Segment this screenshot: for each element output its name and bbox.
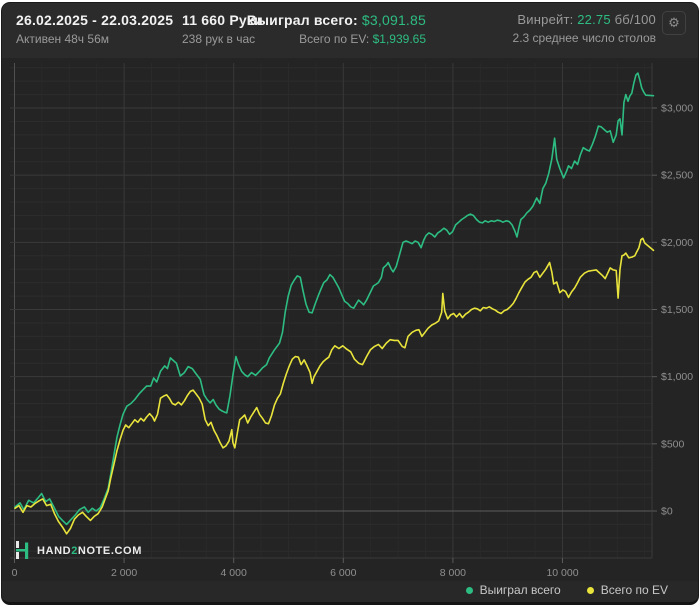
date-range-block: 26.02.2025 - 22.03.2025 Активен 48ч 56м: [16, 12, 173, 46]
svg-text:$500: $500: [661, 438, 685, 450]
hand2note-logo-icon: [16, 541, 29, 559]
svg-text:0: 0: [12, 567, 18, 579]
svg-text:6 000: 6 000: [330, 567, 356, 579]
svg-text:8 000: 8 000: [440, 567, 466, 579]
stats-header: 26.02.2025 - 22.03.2025 Активен 48ч 56м …: [2, 3, 698, 58]
hand2note-logo[interactable]: HAND2NOTE.COM: [16, 541, 142, 560]
legend-dot-ev-icon: [586, 586, 594, 594]
svg-text:$1,000: $1,000: [661, 371, 693, 383]
svg-text:$2,500: $2,500: [661, 170, 693, 182]
won-value: $3,091.85: [361, 12, 426, 28]
ev-value: $1,939.65: [372, 32, 426, 46]
svg-text:10 000: 10 000: [546, 567, 578, 579]
legend-item-ev[interactable]: Всего по EV: [586, 583, 668, 597]
winrate-label: Винрейт:: [517, 12, 574, 27]
active-time: Активен 48ч 56м: [16, 32, 109, 46]
legend-label-won: Выиграл всего: [479, 583, 561, 597]
avg-tables: 2.3 среднее число столов: [512, 31, 656, 45]
hands-per-hour: 238 рук в час: [182, 32, 256, 46]
winnings-block: Выиграл всего: $3,091.85 Всего по EV: $1…: [247, 12, 426, 46]
hands-block: 11 660 Руки 238 рук в час: [182, 12, 263, 46]
legend-label-ev: Всего по EV: [600, 583, 668, 597]
svg-text:$2,000: $2,000: [661, 237, 693, 249]
hands-total: 11 660 Руки: [182, 12, 263, 28]
logo-text: HAND2NOTE.COM: [37, 544, 142, 557]
chart-area: $0 $500 $1,000 $1,500 $2,000 $2,500 $3,000 0 2 0…: [2, 58, 699, 581]
chart-legend: Выиграл всего Всего по EV: [465, 583, 668, 597]
svg-text:$1,500: $1,500: [661, 304, 693, 316]
winrate-block: Винрейт: 22.75 бб/100 2.3 среднее число …: [513, 12, 656, 45]
ev-label: Всего по EV:: [299, 32, 370, 46]
svg-text:$3,000: $3,000: [661, 103, 693, 115]
gear-icon: ⚙: [668, 15, 680, 30]
winrate-value: 22.75: [577, 12, 611, 27]
winnings-line-chart[interactable]: $0 $500 $1,000 $1,500 $2,000 $2,500 $3,000 0 2 0…: [2, 58, 699, 581]
won-label: Выиграл всего:: [246, 12, 358, 28]
settings-button[interactable]: ⚙: [662, 11, 686, 35]
legend-dot-won-icon: [465, 586, 473, 594]
svg-text:4 000: 4 000: [221, 567, 247, 579]
svg-text:$0: $0: [661, 506, 673, 518]
legend-item-won[interactable]: Выиграл всего: [465, 583, 561, 597]
date-range: 26.02.2025 - 22.03.2025: [16, 12, 174, 28]
svg-text:2 000: 2 000: [111, 567, 137, 579]
winrate-units: бб/100: [614, 12, 656, 27]
